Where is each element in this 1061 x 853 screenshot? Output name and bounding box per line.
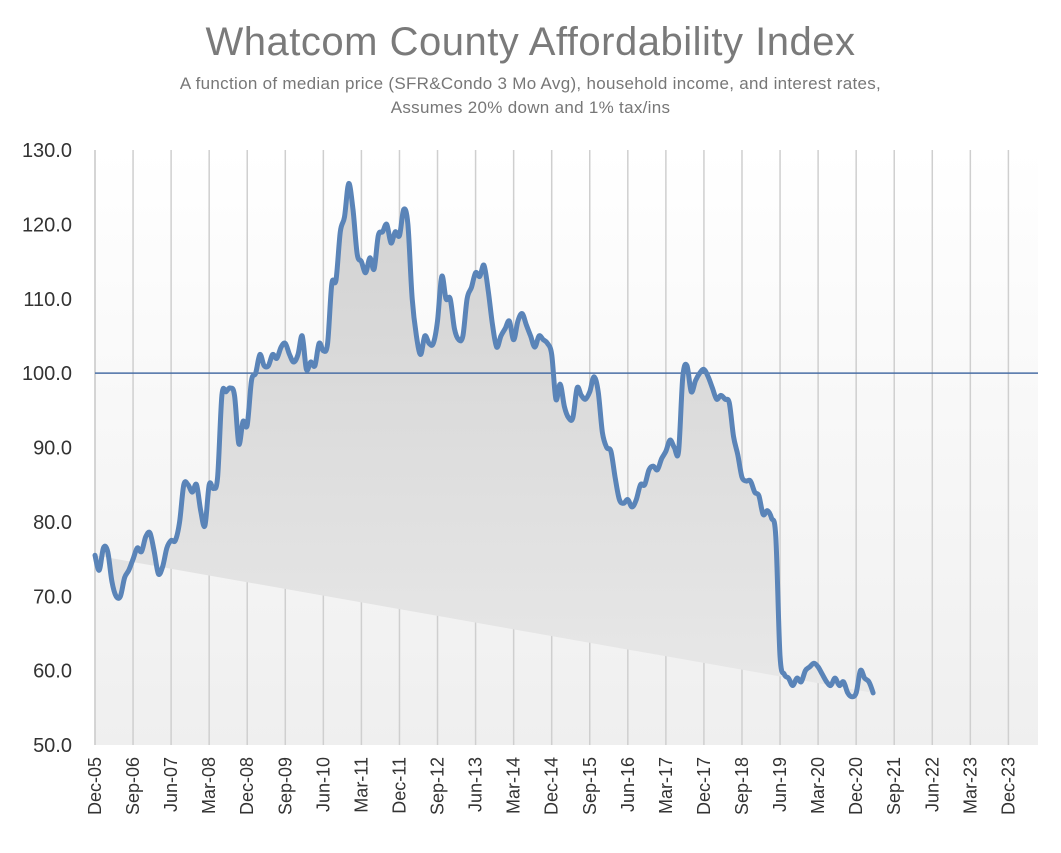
chart-subtitle-line2: Assumes 20% down and 1% tax/ins — [390, 98, 671, 117]
x-tick-label: Jun-16 — [618, 757, 638, 812]
x-tick-label: Sep-09 — [275, 757, 295, 815]
x-tick-label: Mar-11 — [351, 757, 371, 813]
y-tick-label: 70.0 — [33, 586, 72, 608]
y-tick-label: 80.0 — [33, 512, 72, 534]
y-tick-label: 130.0 — [22, 140, 72, 162]
x-tick-label: Jun-13 — [466, 757, 486, 812]
x-tick-label: Dec-05 — [85, 757, 105, 815]
x-tick-label: Mar-20 — [808, 757, 828, 814]
x-tick-label: Sep-21 — [884, 757, 904, 815]
x-tick-label: Mar-23 — [960, 757, 980, 814]
y-axis-ticks: 50.0 60.0 70.0 80.0 90.0 100.0 110.0 120.0 130.0 — [22, 140, 72, 757]
y-tick-label: 120.0 — [22, 214, 72, 236]
x-tick-label: Jun-07 — [161, 757, 181, 812]
y-tick-label: 90.0 — [33, 438, 72, 460]
y-tick-label: 110.0 — [23, 289, 72, 311]
series-line-affordability-index — [92, 180, 876, 700]
x-tick-label: Sep-15 — [580, 757, 600, 815]
y-tick-label: 100.0 — [22, 363, 72, 385]
x-tick-label: Jun-22 — [922, 757, 942, 812]
x-tick-label: Dec-14 — [542, 757, 562, 815]
x-tick-label: Jun-19 — [770, 757, 790, 812]
x-tick-label: Mar-17 — [656, 757, 676, 814]
x-tick-label: Sep-06 — [123, 757, 143, 815]
x-tick-label: Dec-23 — [998, 757, 1018, 815]
chart-title: Whatcom County Affordability Index — [205, 20, 856, 64]
x-tick-label: Jun-10 — [313, 757, 333, 812]
x-tick-label: Dec-17 — [694, 757, 714, 815]
x-axis-ticks: Dec-05 Sep-06 Jun-07 Mar-08 Dec-08 Sep-09 Jun-… — [85, 757, 1018, 815]
x-tick-label: Sep-18 — [732, 757, 752, 815]
series-area-fill — [95, 183, 874, 697]
x-tick-label: Sep-12 — [428, 757, 448, 815]
x-tick-label: Dec-08 — [237, 757, 257, 815]
y-tick-label: 50.0 — [33, 735, 72, 757]
chart-subtitle-line1: A function of median price (SFR&Condo 3 … — [179, 74, 882, 93]
x-tick-label: Dec-11 — [389, 757, 409, 814]
x-tick-label: Mar-14 — [504, 757, 524, 814]
x-tick-label: Dec-20 — [846, 757, 866, 815]
y-tick-label: 60.0 — [33, 661, 72, 683]
x-tick-label: Mar-08 — [199, 757, 219, 814]
